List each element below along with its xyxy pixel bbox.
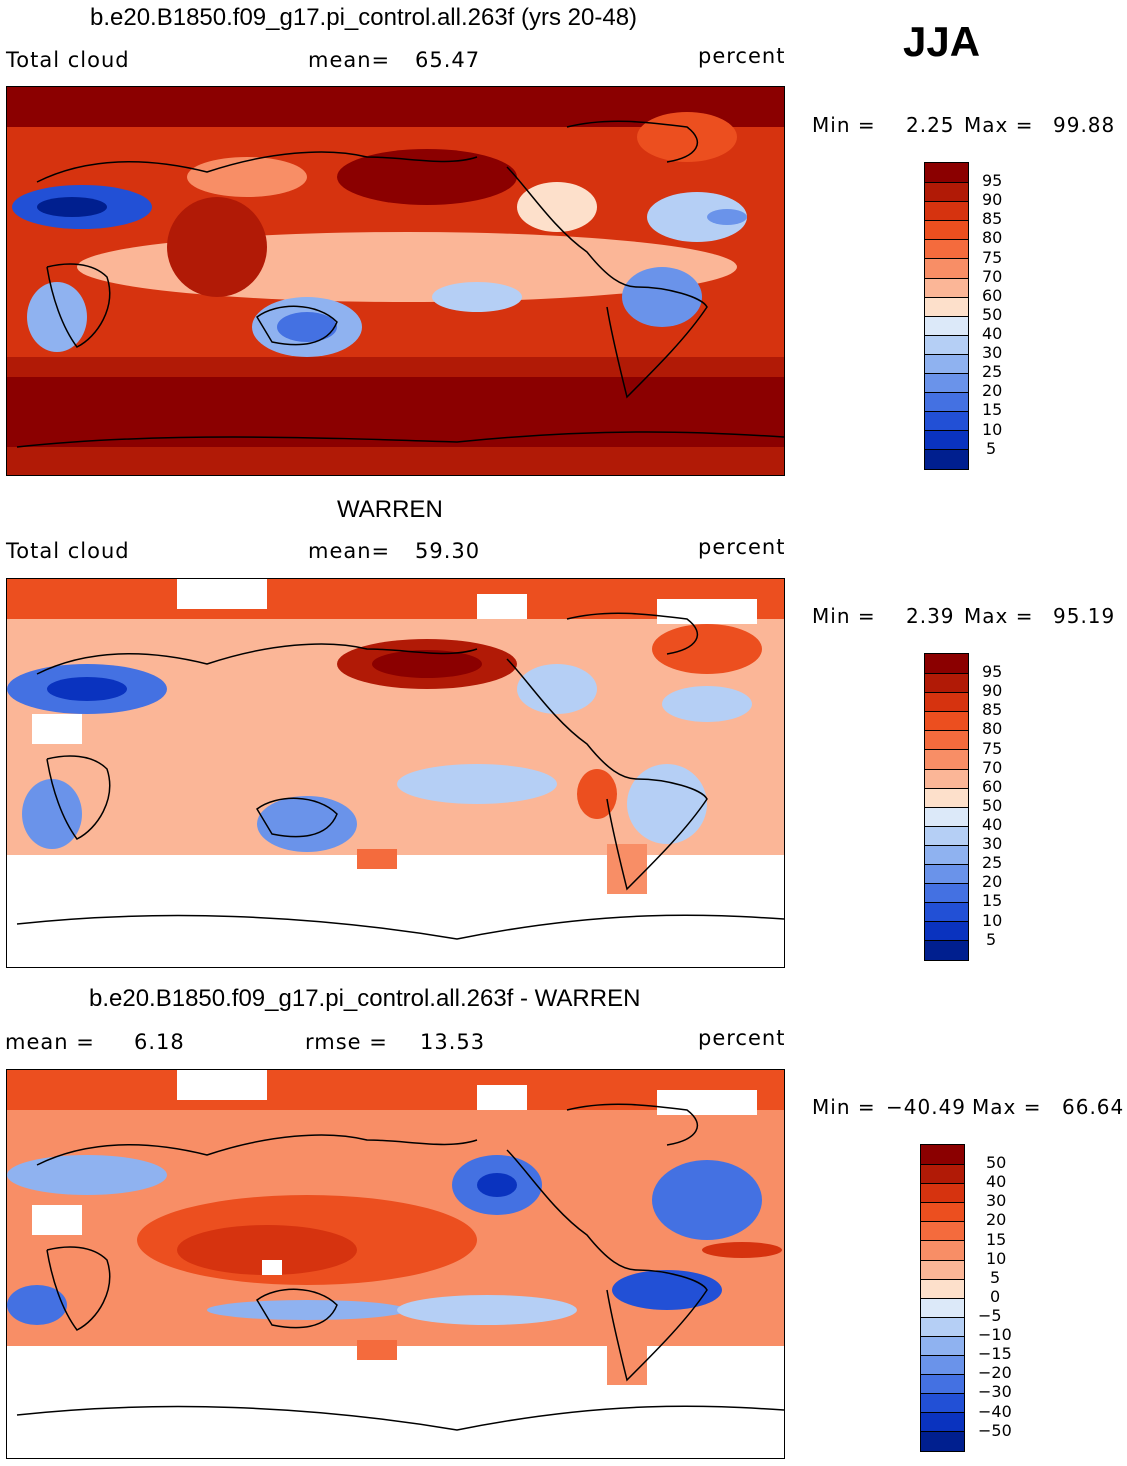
panel-1-title: b.e20.B1850.f09_g17.pi_control.all.263f … xyxy=(90,4,638,31)
panel-3-rmse-value: 13.53 xyxy=(420,1030,486,1054)
panel-3-mean-label: mean = xyxy=(5,1030,95,1054)
panel-2-colorbar-tick: 20 xyxy=(982,872,1003,891)
panel-2-max-value: 95.19 xyxy=(1053,604,1116,628)
panel-3-min-label: Min = xyxy=(812,1095,876,1119)
panel-3-colorbar-tick: 10 xyxy=(986,1249,1007,1268)
panel-2-colorbar-tick: 15 xyxy=(982,891,1003,910)
panel-3-colorbar-tick: 40 xyxy=(986,1172,1007,1191)
panel-3-colorbar-tick: −15 xyxy=(978,1344,1012,1363)
panel-3-min-value: −40.49 xyxy=(886,1095,967,1119)
panel-2-colorbar-tick: 85 xyxy=(982,700,1003,719)
panel-2-map xyxy=(6,578,785,968)
panel-2-colorbar-tick: 30 xyxy=(982,834,1003,853)
panel-2-mean-label: mean= xyxy=(308,539,391,563)
panel-2-colorbar-tick: 90 xyxy=(982,681,1003,700)
panel-3-colorbar-tick: −50 xyxy=(978,1421,1012,1440)
panel-1-colorbar-tick: 90 xyxy=(982,190,1003,209)
panel-2-colorbar-tick: 75 xyxy=(982,739,1003,758)
panel-1-min-label: Min = xyxy=(812,113,876,137)
panel-3-colorbar-tick: −30 xyxy=(978,1382,1012,1401)
panel-3-colorbar-tick: −10 xyxy=(978,1325,1012,1344)
panel-3-rmse-label: rmse = xyxy=(305,1030,388,1054)
panel-1-max-label: Max = xyxy=(964,113,1034,137)
panel-1-min-value: 2.25 xyxy=(906,113,955,137)
panel-3-colorbar-tick: −20 xyxy=(978,1363,1012,1382)
panel-3-colorbar-tick: 30 xyxy=(986,1191,1007,1210)
panel-1-mean-value: 65.47 xyxy=(415,48,481,72)
panel-1-colorbar-tick: 15 xyxy=(982,400,1003,419)
panel-2-mean-value: 59.30 xyxy=(415,539,481,563)
panel-2-max-label: Max = xyxy=(964,604,1034,628)
panel-2-units: percent xyxy=(698,535,786,559)
panel-3-mean-value: 6.18 xyxy=(134,1030,185,1054)
panel-1-variable: Total cloud xyxy=(6,48,130,72)
panel-3-colorbar-tick: 5 xyxy=(990,1268,1001,1287)
panel-1-colorbar-tick: 60 xyxy=(982,286,1003,305)
panel-1-colorbar-tick: 85 xyxy=(982,209,1003,228)
panel-3-colorbar-tick: 20 xyxy=(986,1210,1007,1229)
panel-1-map xyxy=(6,86,785,476)
panel-2-min-value: 2.39 xyxy=(906,604,955,628)
panel-1-colorbar-tick: 95 xyxy=(982,171,1003,190)
panel-2-min-label: Min = xyxy=(812,604,876,628)
panel-2-colorbar-tick: 5 xyxy=(986,930,997,949)
panel-2-variable: Total cloud xyxy=(6,539,130,563)
panel-1-colorbar-tick: 50 xyxy=(982,305,1003,324)
panel-1-colorbar-tick: 80 xyxy=(982,228,1003,247)
panel-2-colorbar-tick: 70 xyxy=(982,758,1003,777)
panel-1-colorbar-tick: 25 xyxy=(982,362,1003,381)
panel-3-colorbar-tick: 0 xyxy=(990,1287,1001,1306)
season-label: JJA xyxy=(903,18,981,65)
panel-3-colorbar-tick: −40 xyxy=(978,1402,1012,1421)
panel-3-title: b.e20.B1850.f09_g17.pi_control.all.263f … xyxy=(89,985,641,1012)
panel-1-colorbar-tick: 5 xyxy=(986,439,997,458)
panel-3-units: percent xyxy=(698,1026,786,1050)
panel-1-colorbar-tick: 10 xyxy=(982,420,1003,439)
panel-1-colorbar-tick: 75 xyxy=(982,248,1003,267)
panel-3-colorbar-tick: 15 xyxy=(986,1230,1007,1249)
panel-2-colorbar-tick: 25 xyxy=(982,853,1003,872)
panel-2-colorbar-tick: 95 xyxy=(982,662,1003,681)
panel-2-colorbar-tick: 80 xyxy=(982,719,1003,738)
panel-2-colorbar-tick: 10 xyxy=(982,911,1003,930)
panel-1-colorbar-tick: 30 xyxy=(982,343,1003,362)
panel-2-colorbar-tick: 60 xyxy=(982,777,1003,796)
panel-1-colorbar-tick: 20 xyxy=(982,381,1003,400)
panel-1-mean-label: mean= xyxy=(308,48,391,72)
panel-3-colorbar-tick: 50 xyxy=(986,1153,1007,1172)
panel-3-max-value: 66.64 xyxy=(1062,1095,1125,1119)
panel-1-colorbar-tick: 70 xyxy=(982,267,1003,286)
panel-2-colorbar-tick: 50 xyxy=(982,796,1003,815)
panel-2-title: WARREN xyxy=(337,496,443,523)
panel-1-max-value: 99.88 xyxy=(1053,113,1116,137)
panel-3-max-label: Max = xyxy=(972,1095,1042,1119)
panel-3-map xyxy=(6,1069,785,1459)
panel-3-colorbar-tick: −5 xyxy=(978,1306,1002,1325)
panel-1-colorbar-tick: 40 xyxy=(982,324,1003,343)
panel-2-colorbar-tick: 40 xyxy=(982,815,1003,834)
panel-1-units: percent xyxy=(698,44,786,68)
